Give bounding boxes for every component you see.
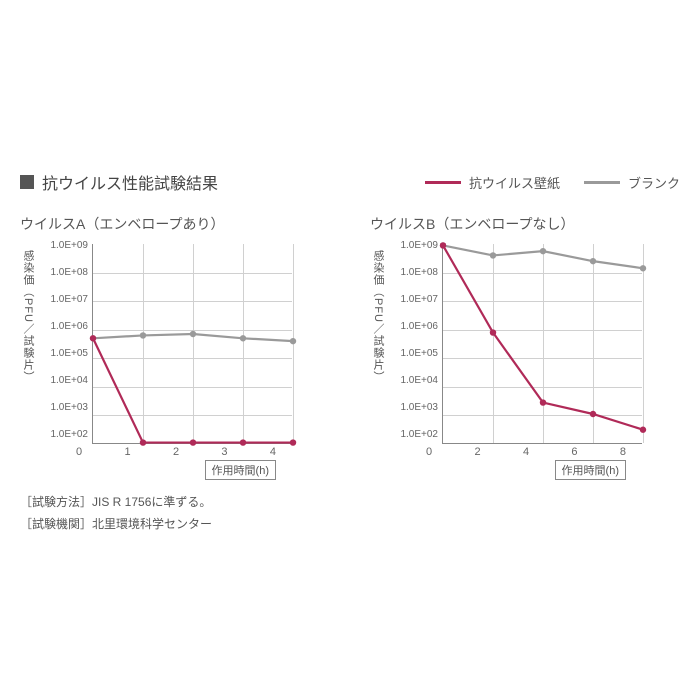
legend: 抗ウイルス壁紙 ブランク [425, 173, 680, 192]
chart-a: ウイルスA（エンベロープあり） 感染価（PFU／試験片） 1.0E+091.0E… [20, 214, 330, 480]
chart-b-y-ticks: 1.0E+091.0E+081.0E+071.0E+061.0E+051.0E+… [390, 244, 442, 444]
chart-b: ウイルスB（エンベロープなし） 感染価（PFU／試験片） 1.0E+091.0E… [370, 214, 680, 480]
footnote-lab: ［試験機関］北里環境科学センター [20, 514, 680, 536]
chart-b-x-label: 作用時間(h) [555, 460, 626, 480]
chart-b-plot [442, 244, 642, 444]
chart-b-title: ウイルスB（エンベロープなし） [370, 214, 680, 234]
legend-swatch-blank [584, 181, 620, 184]
chart-a-title: ウイルスA（エンベロープあり） [20, 214, 330, 234]
chart-a-x-ticks: 01234 [76, 446, 276, 458]
legend-label-blank: ブランク [628, 173, 680, 192]
y-axis-label: 感染価（PFU／試験片） [370, 244, 390, 444]
title-square-icon [20, 175, 34, 189]
footnotes: ［試験方法］JIS R 1756に準ずる。 ［試験機関］北里環境科学センター [20, 492, 680, 535]
legend-label-antivirus: 抗ウイルス壁紙 [469, 173, 560, 192]
chart-a-plot [92, 244, 292, 444]
chart-a-x-label: 作用時間(h) [205, 460, 276, 480]
legend-swatch-antivirus [425, 181, 461, 184]
footnote-method: ［試験方法］JIS R 1756に準ずる。 [20, 492, 680, 514]
chart-b-x-ticks: 02468 [426, 446, 626, 458]
chart-b-svg [443, 244, 643, 444]
chart-a-y-ticks: 1.0E+091.0E+081.0E+071.0E+061.0E+051.0E+… [40, 244, 92, 444]
legend-item-antivirus: 抗ウイルス壁紙 [425, 173, 560, 192]
main-title-wrap: 抗ウイルス性能試験結果 [20, 170, 218, 194]
legend-item-blank: ブランク [584, 173, 680, 192]
y-axis-label: 感染価（PFU／試験片） [20, 244, 40, 444]
chart-a-svg [93, 244, 293, 444]
main-title: 抗ウイルス性能試験結果 [42, 170, 218, 194]
